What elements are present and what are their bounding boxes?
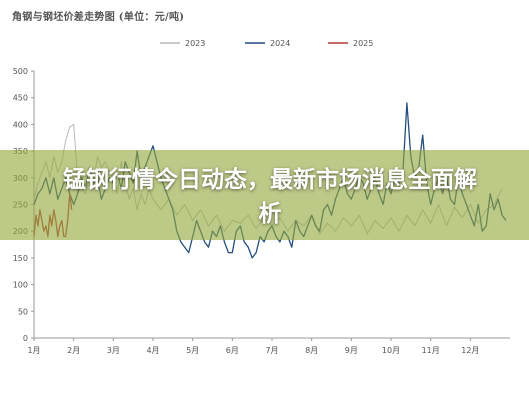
x-tick-label: 2月: [67, 346, 80, 355]
x-tick-label: 6月: [226, 346, 239, 355]
y-tick-label: 100: [13, 281, 28, 290]
y-tick-label: 450: [13, 94, 28, 103]
headline-banner: 锰钢行情今日动态，最新市场消息全面解析: [0, 150, 529, 240]
legend-label-2023: 2023: [185, 39, 205, 48]
y-tick-label: 0: [23, 334, 28, 343]
legend-label-2025: 2025: [353, 39, 373, 48]
y-tick-label: 150: [13, 254, 28, 263]
y-tick-label: 50: [18, 307, 28, 316]
x-tick-label: 7月: [265, 346, 278, 355]
x-tick-label: 1月: [27, 346, 40, 355]
chart-title: 角钢与钢坯价差走势图 (单位：元/吨): [12, 12, 185, 23]
legend: 2023 2024 2025: [160, 39, 373, 48]
x-tick-label: 3月: [107, 346, 120, 355]
x-axis: 1月 2月 3月 4月 5月 6月 7月 8月 9月 10月 11月 12月: [27, 337, 510, 355]
headline-text: 锰钢行情今日动态，最新市场消息全面解析: [63, 167, 477, 227]
y-tick-label: 400: [13, 120, 28, 129]
x-tick-label: 5月: [186, 346, 199, 355]
x-tick-label: 10月: [382, 346, 400, 355]
x-tick-label: 11月: [422, 346, 440, 355]
x-tick-label: 4月: [146, 346, 159, 355]
x-tick-label: 8月: [305, 346, 318, 355]
legend-label-2024: 2024: [270, 39, 290, 48]
x-tick-label: 9月: [345, 346, 358, 355]
y-tick-label: 500: [13, 67, 28, 76]
x-tick-label: 12月: [461, 346, 479, 355]
